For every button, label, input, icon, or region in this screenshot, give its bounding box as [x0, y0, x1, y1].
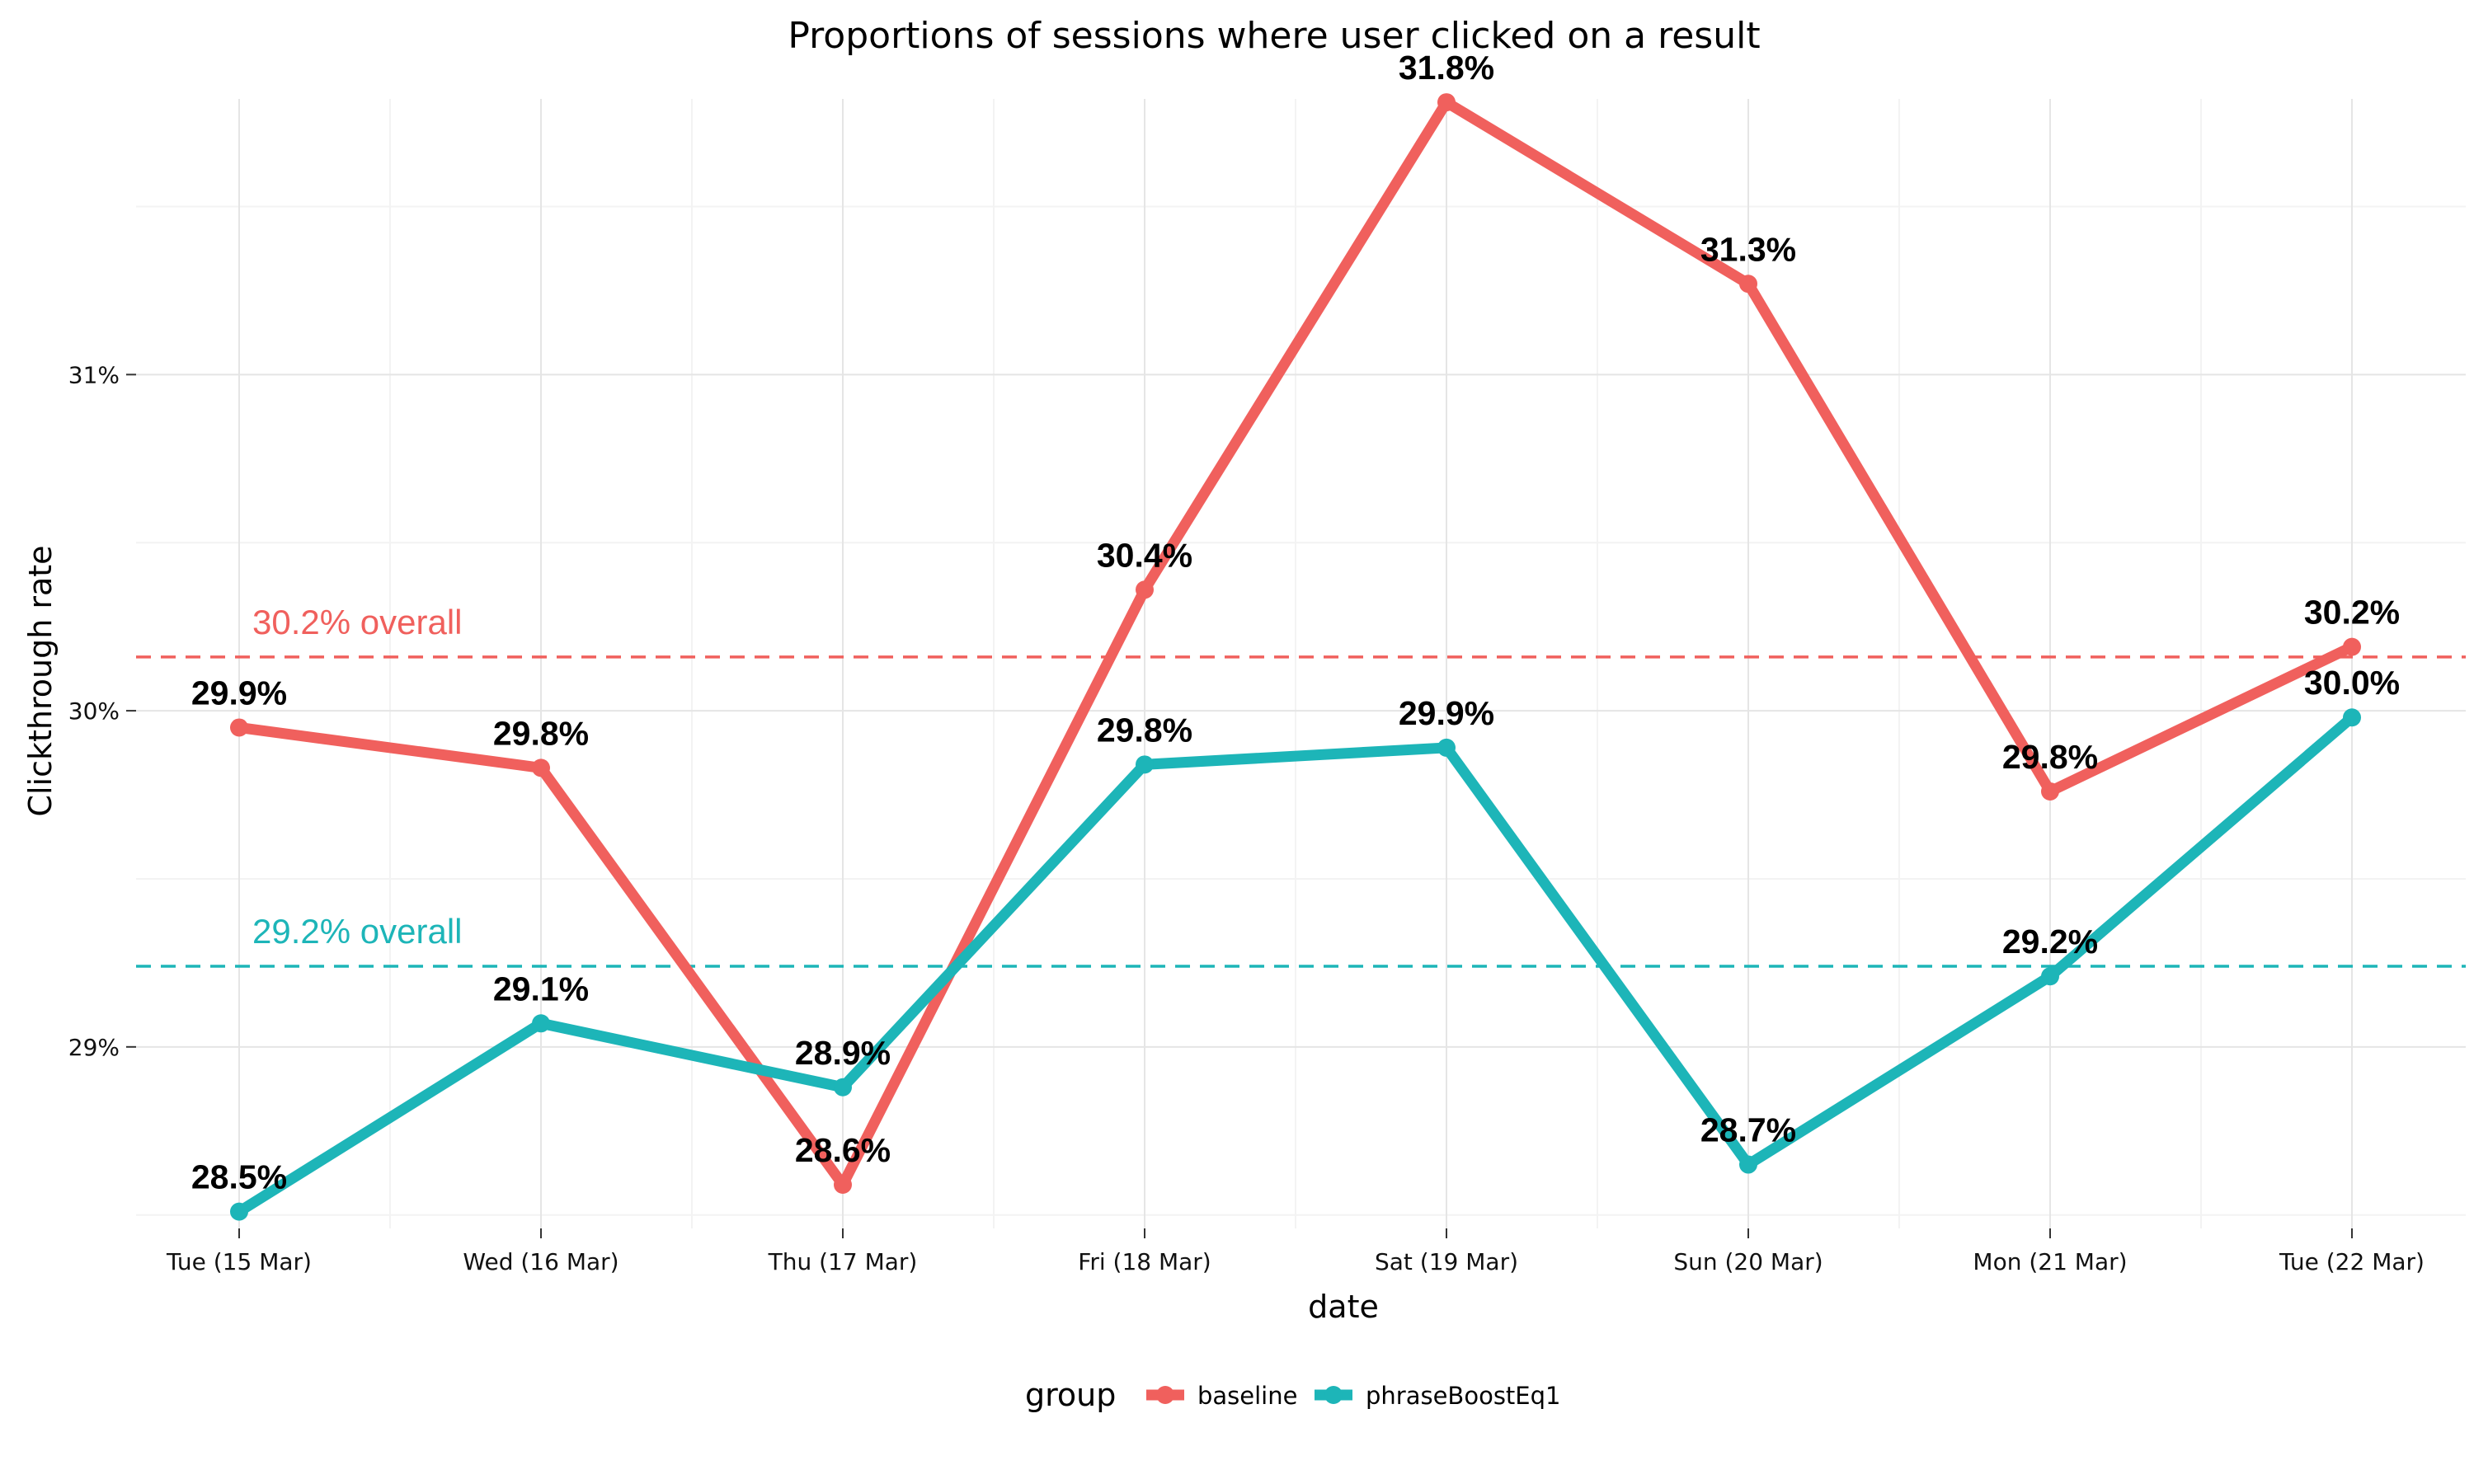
legend-items: baseline phraseBoostEq1	[1146, 1382, 1560, 1410]
legend-key-point	[1324, 1386, 1343, 1404]
data-label: 31.8%	[1399, 49, 1494, 87]
y-tick-label: 31%	[68, 361, 120, 388]
data-label: 30.4%	[1097, 536, 1192, 574]
x-tick-label: Sun (20 Mar)	[1673, 1248, 1823, 1275]
data-point	[834, 1078, 852, 1097]
series-line	[233, 711, 2358, 1218]
data-label: 31.3%	[1700, 230, 1796, 268]
x-tick-label: Fri (18 Mar)	[1078, 1248, 1211, 1275]
data-point	[1739, 1155, 1757, 1174]
data-point	[1437, 738, 1456, 757]
data-point	[1739, 275, 1757, 294]
legend-label: baseline	[1197, 1382, 1297, 1410]
data-point	[230, 718, 248, 737]
data-label: 29.1%	[493, 970, 589, 1007]
x-tick-label: Tue (22 Mar)	[2279, 1248, 2425, 1275]
x-axis-title: date	[1308, 1289, 1379, 1325]
reference-lines: 30.2% overall 29.2% overall	[136, 603, 2466, 968]
data-label: 29.2%	[2002, 923, 2098, 960]
data-point	[2343, 708, 2361, 727]
x-tick-label: Sat (19 Mar)	[1375, 1248, 1518, 1275]
series-layer	[230, 93, 2361, 1221]
grid-layer	[136, 99, 2466, 1228]
data-point	[532, 1014, 550, 1033]
data-point	[834, 1175, 852, 1194]
overall-reference-label: 30.2% overall	[252, 603, 462, 641]
data-label: 28.7%	[1700, 1111, 1796, 1149]
axes: Tue (15 Mar) Wed (16 Mar) Thu (17 Mar) Fri …	[68, 361, 2425, 1275]
data-point	[1437, 93, 1456, 112]
data-label: 29.8%	[2002, 738, 2098, 776]
data-labels: 29.9% 29.8% 28.6% 30.4% 31.8% 31.3% 29.8% 30.2%…	[191, 49, 2400, 1196]
legend-key-point	[1156, 1386, 1174, 1404]
data-label: 29.8%	[493, 714, 589, 752]
chart-title: Proportions of sessions where user click…	[788, 15, 1760, 57]
data-point	[1136, 755, 1154, 774]
y-axis-title: Clickthrough rate	[22, 545, 59, 816]
legend: group baseline phraseBoostEq1	[1025, 1377, 1560, 1413]
data-label: 28.5%	[191, 1158, 287, 1196]
x-tick-label: Tue (15 Mar)	[166, 1248, 312, 1275]
data-point	[2041, 782, 2059, 801]
data-point	[230, 1202, 248, 1221]
data-point	[2041, 967, 2059, 986]
data-label: 28.9%	[795, 1034, 891, 1072]
y-tick-label: 30%	[68, 697, 120, 725]
x-tick-label: Thu (17 Mar)	[768, 1248, 918, 1275]
data-point	[2343, 637, 2361, 656]
data-point	[532, 758, 550, 777]
legend-label: phraseBoostEq1	[1366, 1382, 1560, 1410]
data-label: 28.6%	[795, 1131, 891, 1169]
x-tick-label: Wed (16 Mar)	[463, 1248, 618, 1275]
overall-reference-label: 29.2% overall	[252, 912, 462, 951]
data-label: 29.9%	[191, 674, 287, 711]
x-tick-label: Mon (21 Mar)	[1973, 1248, 2127, 1275]
data-label: 29.9%	[1399, 694, 1494, 732]
y-tick-label: 29%	[68, 1034, 120, 1061]
data-point	[1136, 580, 1154, 599]
data-label: 29.8%	[1097, 711, 1192, 749]
legend-title: group	[1025, 1377, 1116, 1413]
data-label: 30.2%	[2304, 594, 2400, 632]
series-line	[233, 96, 2358, 1190]
data-label: 30.0%	[2304, 664, 2400, 702]
